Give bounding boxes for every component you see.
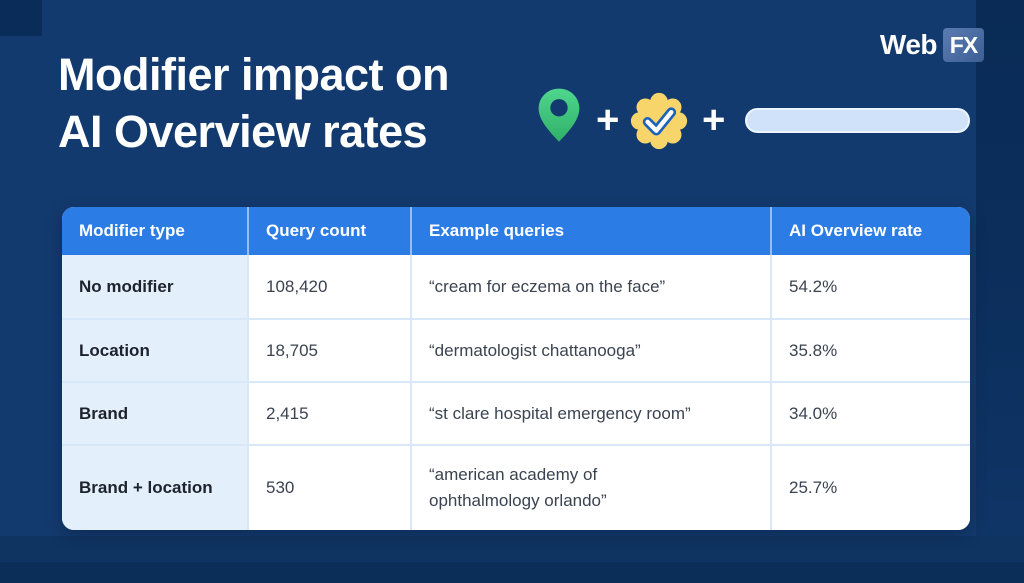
logo-text-web: Web	[879, 29, 938, 60]
column-header-ai-overview-rate: AI Overview rate	[770, 207, 970, 255]
column-header-query-count: Query count	[247, 207, 410, 255]
cell-ai-overview-rate: 25.7%	[770, 444, 970, 530]
cell-query-count: 18,705	[247, 318, 410, 381]
cell-modifier-type: Brand + location	[62, 444, 247, 530]
logo-fx-badge: FX	[943, 28, 984, 62]
location-pin-icon	[536, 86, 582, 151]
page-title-line-1: Modifier impact on	[58, 49, 450, 100]
page-title-line-2: AI Overview rates	[58, 106, 428, 157]
page-title: Modifier impact on AI Overview rates	[58, 46, 450, 160]
verified-badge-icon	[630, 92, 688, 155]
search-pill-icon	[745, 108, 970, 133]
webfx-logo: Web FX	[880, 28, 984, 62]
cell-query-count: 2,415	[247, 381, 410, 444]
cell-modifier-type: Brand	[62, 381, 247, 444]
column-header-example-queries: Example queries	[410, 207, 770, 255]
cell-example-query: “american academy of ophthalmology orlan…	[410, 444, 770, 530]
plus-sign: +	[702, 98, 726, 142]
background-corner-block	[0, 0, 42, 36]
background-bottom-band-dark	[0, 562, 1024, 583]
cell-ai-overview-rate: 54.2%	[770, 255, 970, 318]
cell-example-query: “dermatologist chattanooga”	[410, 318, 770, 381]
modifier-impact-table: Modifier type Query count Example querie…	[62, 207, 970, 530]
plus-sign: +	[596, 98, 620, 142]
column-header-modifier-type: Modifier type	[62, 207, 247, 255]
cell-example-query: “cream for eczema on the face”	[410, 255, 770, 318]
background-right-strip	[976, 0, 1024, 583]
cell-modifier-type: No modifier	[62, 255, 247, 318]
cell-example-query: “st clare hospital emergency room”	[410, 381, 770, 444]
cell-ai-overview-rate: 34.0%	[770, 381, 970, 444]
cell-query-count: 108,420	[247, 255, 410, 318]
cell-query-count: 530	[247, 444, 410, 530]
cell-ai-overview-rate: 35.8%	[770, 318, 970, 381]
cell-modifier-type: Location	[62, 318, 247, 381]
